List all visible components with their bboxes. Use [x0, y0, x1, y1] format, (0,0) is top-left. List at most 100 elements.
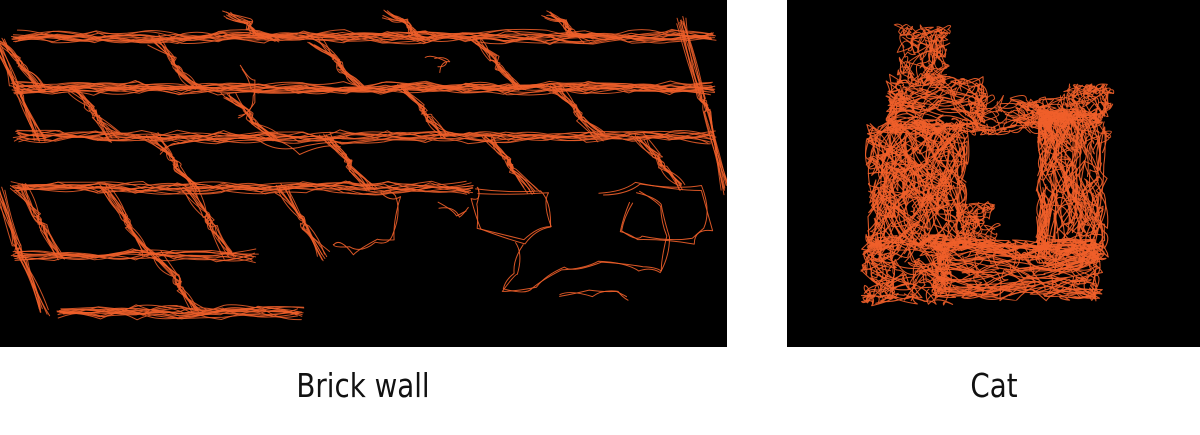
- brick-joint-strand: [676, 17, 727, 187]
- brick-loose-strand: [502, 192, 671, 293]
- cat-scribble-strand: [955, 202, 979, 239]
- brick-loose-strand: [160, 137, 341, 152]
- cat-scribble-strand: [1049, 140, 1097, 235]
- brick-mortar-strand: [17, 80, 716, 93]
- brick-loose-strand: [238, 68, 255, 116]
- brick-joint-strand: [220, 92, 273, 139]
- brick-joint-strand: [645, 135, 682, 185]
- cat-scribble-strand: [911, 121, 969, 248]
- cat-scribble-strand: [1039, 112, 1078, 218]
- brick-joint-strand: [381, 17, 437, 37]
- cat-scribble-strand: [861, 237, 913, 274]
- brick-joint-strand: [0, 191, 41, 310]
- brick-joint-strand: [108, 185, 149, 251]
- cat-scribble-strand: [1028, 267, 1097, 301]
- brick-joint-strand: [100, 187, 155, 254]
- brick-wall-scribble-image: [0, 9, 727, 321]
- brick-joint-strand: [151, 37, 200, 89]
- brick-joint-strand: [155, 41, 198, 85]
- brick-joint-strand: [0, 40, 40, 93]
- cat-scribble-strand: [983, 104, 1043, 136]
- cat-scribble-image: [860, 23, 1115, 307]
- brick-joint-strand: [279, 189, 325, 255]
- cat-drawing-panel: [787, 0, 1200, 347]
- brick-joint-strand: [546, 10, 594, 40]
- cat-scribble-strand: [905, 25, 947, 77]
- cat-scribble-strand: [870, 236, 953, 285]
- cat-scribble-strand: [1055, 109, 1104, 244]
- cat-scribble-strand: [916, 141, 966, 251]
- brick-joint-strand: [309, 43, 361, 87]
- brick-joint-strand: [491, 136, 532, 193]
- brick-joint-strand: [228, 93, 274, 142]
- cat-scribble-strand: [907, 253, 952, 287]
- brick-mortar-strand: [13, 180, 468, 195]
- cat-scribble-strand: [946, 76, 986, 132]
- brick-joint-strand: [553, 86, 604, 136]
- brick-joint-strand: [193, 185, 225, 260]
- brick-loose-strand: [603, 183, 708, 241]
- cat-scribble-strand: [885, 80, 978, 102]
- brick-wall-drawing-panel: [0, 0, 727, 347]
- brick-joint-strand: [102, 189, 158, 256]
- cat-scribble-strand: [867, 134, 948, 243]
- brick-joint-strand: [682, 16, 724, 190]
- brick-wall-caption: Brick wall: [296, 366, 430, 405]
- cat-scribble-strand: [870, 234, 954, 306]
- cat-scribble-strand: [888, 73, 930, 114]
- brick-joint-strand: [544, 17, 591, 42]
- brick-mortar-strand: [56, 307, 304, 320]
- cat-scribble-strand: [951, 268, 1097, 300]
- brick-loose-strand: [559, 290, 629, 301]
- brick-mortar-strand: [15, 31, 710, 44]
- brick-joint-strand: [155, 258, 194, 311]
- brick-mortar-strand: [13, 30, 712, 45]
- cat-scribble-strand: [930, 25, 952, 57]
- brick-mortar-strand: [17, 181, 472, 192]
- brick-joint-strand: [148, 139, 202, 192]
- brick-joint-strand: [0, 42, 40, 142]
- cat-scribble-strand: [974, 101, 1069, 136]
- brick-joint-strand: [155, 135, 197, 184]
- brick-joint-strand: [154, 39, 205, 89]
- brick-joint-strand: [153, 257, 197, 311]
- cat-scribble-strand: [909, 27, 949, 70]
- brick-joint-strand: [183, 187, 233, 253]
- brick-joint-strand: [312, 38, 356, 86]
- cat-scribble-strand: [860, 238, 918, 305]
- brick-mortar-strand: [16, 181, 470, 195]
- cat-scribble-strand: [861, 278, 895, 307]
- brick-joint-strand: [69, 86, 110, 143]
- brick-mortar-strand: [17, 131, 712, 143]
- cat-scribble-strand: [888, 121, 968, 250]
- cat-scribble-strand: [1039, 110, 1094, 182]
- brick-loose-strand: [437, 201, 467, 217]
- brick-mortar-strand: [62, 304, 297, 318]
- cat-scribble-strand: [903, 234, 949, 257]
- brick-loose-strand: [333, 192, 402, 256]
- brick-joint-strand: [309, 36, 367, 90]
- cat-scribble-strand: [1003, 96, 1063, 134]
- brick-loose-strand: [476, 186, 552, 241]
- cat-scribble-strand: [899, 38, 945, 86]
- brick-joint-strand: [482, 134, 525, 188]
- brick-joint-strand: [0, 44, 47, 90]
- brick-joint-strand: [0, 198, 43, 310]
- brick-joint-strand: [179, 187, 235, 258]
- brick-joint-strand: [150, 133, 194, 188]
- brick-joint-strand: [493, 137, 535, 195]
- cat-scribble-strand: [872, 151, 916, 228]
- brick-mortar-strand: [60, 304, 303, 317]
- cat-scribble-strand: [1010, 100, 1068, 120]
- cat-scribble-strand: [912, 24, 948, 65]
- brick-joint-strand: [549, 92, 603, 134]
- brick-joint-strand: [481, 136, 541, 193]
- brick-mortar-strand: [13, 253, 253, 261]
- cat-caption: Cat: [970, 366, 1018, 405]
- cat-scribble-strand: [868, 179, 907, 246]
- brick-mortar-strand: [56, 308, 299, 321]
- cat-scribble-strand: [1064, 108, 1104, 165]
- brick-mortar-strand: [62, 305, 299, 317]
- cat-scribble-strand: [889, 247, 952, 296]
- brick-joint-strand: [643, 139, 682, 187]
